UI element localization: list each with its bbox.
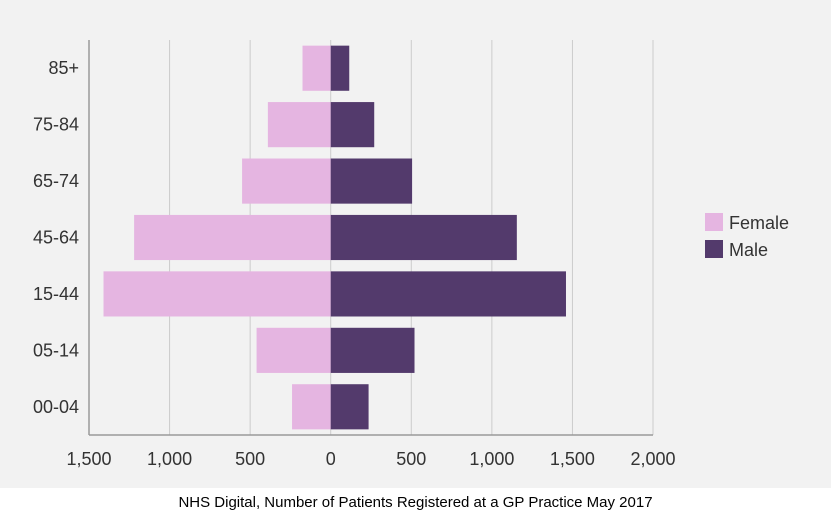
chart-area: 1,500 1,000 500 0 500 1,000 1,500 2,000 85+ 75-84…: [0, 0, 831, 488]
bar-female-85+: [302, 45, 331, 91]
legend-label-male: Male: [729, 240, 768, 260]
x-tick-label: 1,500: [66, 449, 111, 469]
x-tick-label: 1,000: [147, 449, 192, 469]
bar-male-85+: [330, 45, 350, 91]
bar-male-65-74: [330, 158, 413, 204]
x-tick-label: 500: [235, 449, 265, 469]
legend-swatch-female: [705, 213, 723, 231]
x-tick-label: 1,500: [550, 449, 595, 469]
x-tick-label: 0: [326, 449, 336, 469]
tick-labels: 1,500 1,000 500 0 500 1,000 1,500 2,000 85+ 75-84…: [33, 58, 676, 469]
y-tick-label: 45-64: [33, 228, 79, 248]
bar-female-15-44: [103, 271, 331, 317]
x-tick-label: 2,000: [630, 449, 675, 469]
bar-male-00-04: [330, 384, 369, 430]
bar-male-15-44: [330, 271, 566, 317]
x-tick-label: 500: [396, 449, 426, 469]
bar-male-75-84: [330, 102, 375, 148]
legend-label-female: Female: [729, 213, 789, 233]
axes: [88, 40, 653, 436]
bar-female-75-84: [267, 102, 331, 148]
y-tick-label: 00-04: [33, 397, 79, 417]
bar-female-65-74: [242, 158, 331, 204]
x-tick-label: 1,000: [469, 449, 514, 469]
y-tick-label: 65-74: [33, 171, 79, 191]
population-pyramid-chart: 1,500 1,000 500 0 500 1,000 1,500 2,000 85+ 75-84…: [33, 40, 789, 469]
bar-male-45-64: [330, 214, 517, 261]
bar-male-05-14: [330, 327, 415, 373]
legend: Female Male: [705, 213, 789, 260]
y-tick-label: 85+: [48, 58, 79, 78]
y-tick-label: 75-84: [33, 115, 79, 135]
bar-female-00-04: [292, 384, 331, 430]
chart-caption: NHS Digital, Number of Patients Register…: [178, 494, 653, 511]
bar-female-05-14: [256, 327, 331, 373]
legend-swatch-male: [705, 240, 723, 258]
y-tick-label: 15-44: [33, 284, 79, 304]
bar-female-45-64: [134, 214, 331, 261]
y-tick-label: 05-14: [33, 340, 79, 360]
bars: [103, 45, 566, 430]
